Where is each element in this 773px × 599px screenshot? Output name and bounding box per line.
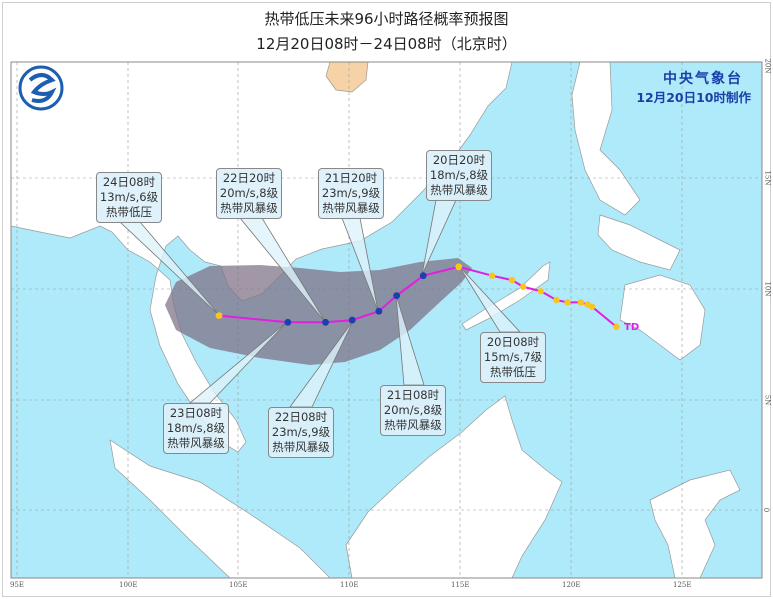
forecast-label-23-08: 23日08时 18m/s,8级 热带风暴级 (163, 403, 229, 454)
label-time: 20日20时 (432, 153, 486, 167)
label-wind: 23m/s,9级 (271, 425, 331, 439)
lon-label: 105E (229, 581, 248, 589)
label-wind: 13m/s,6级 (99, 190, 159, 204)
past-track-point (553, 296, 560, 304)
label-time: 20日08时 (486, 335, 540, 349)
map-subtitle: 12月20日08时－24日08时（北京时） (256, 35, 517, 53)
label-level: 热带风暴级 (167, 436, 225, 450)
issue-time: 12月20日10时制作 (636, 90, 751, 105)
past-track-point (508, 276, 516, 284)
lat-label: 0 (762, 507, 771, 513)
label-time: 22日08时 (274, 410, 328, 424)
forecast-point (375, 307, 383, 315)
forecast-label-21-20: 21日20时 23m/s,9级 热带风暴级 (318, 168, 384, 219)
lat-label: 5N (763, 394, 772, 406)
past-track-point (584, 301, 591, 308)
lat-label: 20N (763, 58, 772, 74)
forecast-point (284, 318, 292, 326)
label-level: 热带风暴级 (220, 201, 278, 215)
forecast-label-20-20: 20日20时 18m/s,8级 热带风暴级 (426, 150, 492, 201)
forecast-point (215, 312, 223, 320)
label-level: 热带风暴级 (272, 440, 330, 454)
forecast-label-21-08: 21日08时 20m/s,8级 热带风暴级 (380, 385, 446, 436)
map-border (10, 61, 763, 579)
lat-label: 10N (763, 281, 772, 297)
forecast-point (455, 263, 463, 271)
lon-label: 125E (673, 581, 692, 589)
label-wind: 20m/s,8级 (219, 186, 279, 200)
past-track-point (577, 299, 585, 306)
land-indochina (11, 62, 513, 453)
label-level: 热带低压 (106, 205, 152, 219)
forecast-label-20-08: 20日08时 15m/s,7级 热带低压 (480, 332, 546, 383)
graticule (11, 62, 762, 578)
forecast-label-22-08: 22日08时 23m/s,9级 热带风暴级 (268, 407, 334, 458)
lon-label: 120E (562, 581, 581, 589)
land-sumatra (109, 439, 331, 578)
label-time: 21日20时 (324, 171, 378, 185)
past-track-point (488, 272, 496, 279)
past-track-point (537, 288, 545, 295)
label-wind: 18m/s,8级 (166, 421, 226, 435)
land-borneo (345, 395, 563, 578)
label-wind: 18m/s,8级 (429, 168, 489, 182)
land-mindanao (619, 274, 706, 361)
label-wind: 23m/s,9级 (321, 186, 381, 200)
label-wind: 15m/s,7级 (483, 350, 543, 364)
agency-name: 中央气象台 (663, 71, 743, 87)
storm-label: TD (624, 322, 640, 333)
forecast-point (419, 272, 427, 280)
forecast-label-22-20: 22日20时 20m/s,8级 热带风暴级 (216, 168, 282, 219)
label-time: 24日08时 (102, 175, 156, 189)
map-title: 热带低压未来96小时路径概率预报图 (264, 10, 509, 28)
land-visayas (597, 214, 681, 271)
label-level: 热带风暴级 (430, 183, 488, 197)
label-time: 22日20时 (222, 171, 276, 185)
cma-logo (18, 65, 64, 111)
land-palawan (461, 261, 551, 331)
lat-label: 15N (763, 170, 772, 186)
past-track-point (613, 323, 620, 330)
past-track-point (564, 299, 571, 306)
forecast-point (393, 292, 401, 300)
forecast-point (322, 318, 329, 326)
label-level: 热带风暴级 (384, 418, 442, 432)
lon-label: 100E (119, 581, 138, 589)
label-level: 热带低压 (490, 365, 536, 379)
land-sulawesi (649, 469, 741, 578)
label-time: 23日08时 (169, 406, 223, 420)
past-track-point (519, 283, 527, 290)
lon-label: 95E (10, 581, 25, 589)
forecast-label-24-08: 24日08时 13m/s,6级 热带低压 (96, 172, 162, 223)
label-level: 热带风暴级 (322, 201, 380, 215)
land-luzon (571, 62, 641, 216)
land-hainan (325, 62, 369, 93)
label-wind: 20m/s,8级 (383, 403, 443, 417)
forecast-point (348, 316, 356, 324)
lon-label: 110E (340, 581, 359, 589)
label-time: 21日08时 (386, 388, 440, 402)
lon-label: 115E (451, 581, 470, 589)
